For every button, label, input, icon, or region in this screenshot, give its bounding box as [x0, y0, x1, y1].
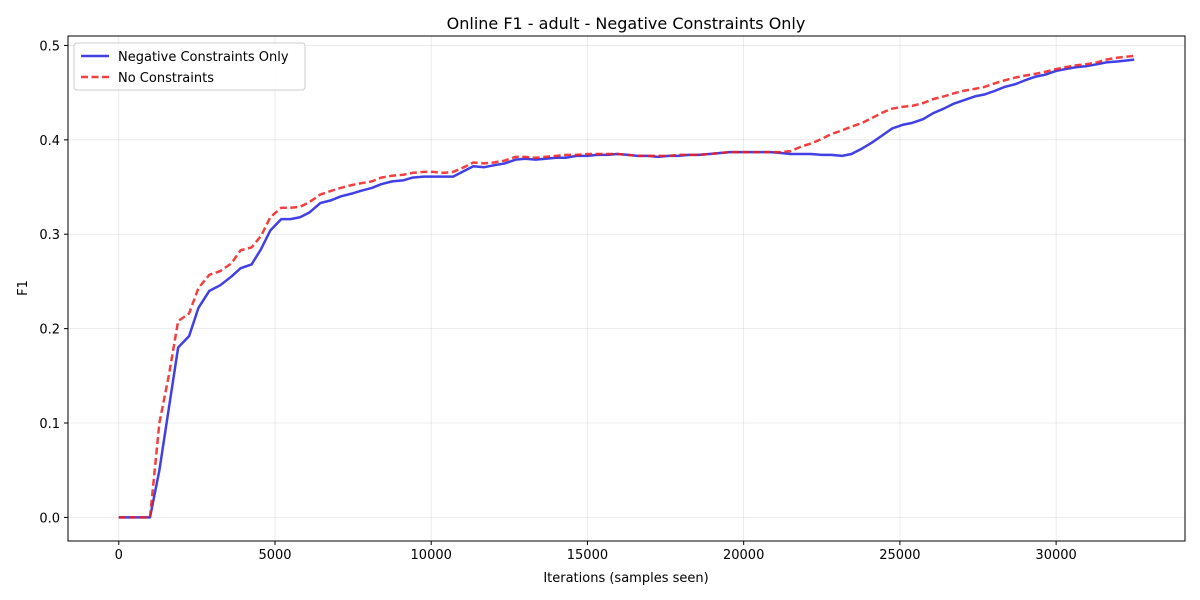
- legend: Negative Constraints Only No Constraints: [73, 42, 306, 91]
- chart-title: Online F1 - adult - Negative Constraints…: [447, 14, 806, 33]
- tick-layer: 0 5000 10000 15000 20000 25000 30000 0.0 0.1 0.2 0…: [39, 39, 1076, 563]
- x-tick-label: 10000: [411, 548, 452, 563]
- series-layer: [118, 54, 1135, 519]
- legend-box: [73, 42, 306, 91]
- x-tick-label: 0: [115, 548, 123, 563]
- y-tick-label: 0.0: [39, 511, 60, 526]
- x-tick-label: 15000: [567, 548, 608, 563]
- y-tick-label: 0.3: [39, 228, 60, 243]
- x-tick-label: 20000: [723, 548, 764, 563]
- y-tick-label: 0.2: [39, 323, 60, 338]
- x-tick-label: 25000: [879, 548, 920, 563]
- y-axis-label: F1: [16, 280, 31, 296]
- x-axis-label: Iterations (samples seen): [543, 571, 708, 586]
- plot-frame: [67, 35, 1186, 542]
- y-tick-label: 0.1: [39, 417, 60, 432]
- y-tick-label: 0.4: [39, 134, 60, 149]
- legend-label-negative-constraints-only: Negative Constraints Only: [118, 50, 289, 65]
- y-tick-label: 0.5: [39, 39, 60, 54]
- series-line-no-constraints: [118, 54, 1135, 519]
- legend-label-no-constraints: No Constraints: [118, 71, 214, 86]
- x-tick-label: 30000: [1035, 548, 1076, 563]
- grid-layer: [68, 36, 1185, 541]
- x-tick-label: 5000: [258, 548, 291, 563]
